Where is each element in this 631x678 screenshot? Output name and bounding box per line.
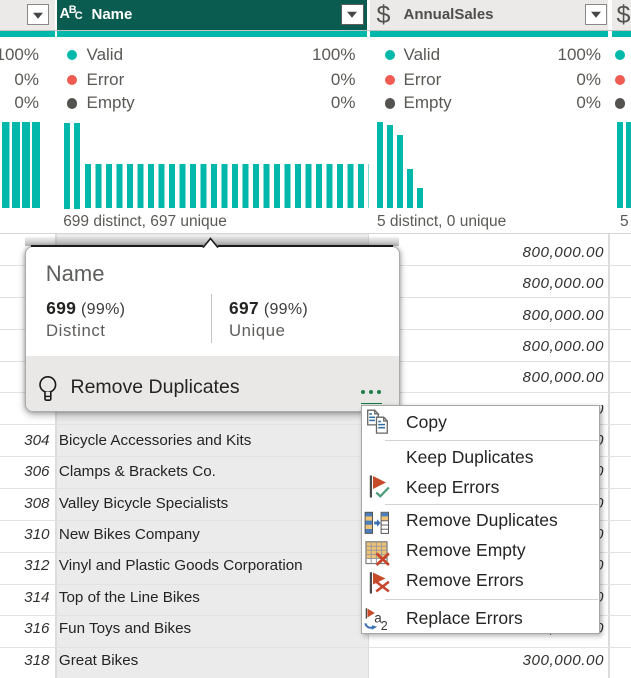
svg-text:a: a — [374, 610, 382, 625]
svg-text:2: 2 — [381, 619, 388, 632]
